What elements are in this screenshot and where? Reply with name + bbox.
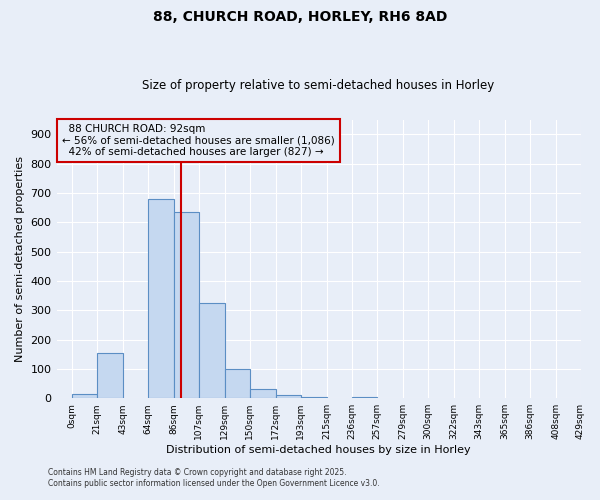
Text: 88, CHURCH ROAD, HORLEY, RH6 8AD: 88, CHURCH ROAD, HORLEY, RH6 8AD (153, 10, 447, 24)
Title: Size of property relative to semi-detached houses in Horley: Size of property relative to semi-detach… (142, 79, 494, 92)
Text: Contains HM Land Registry data © Crown copyright and database right 2025.
Contai: Contains HM Land Registry data © Crown c… (48, 468, 380, 487)
Bar (352, 396, 377, 398)
X-axis label: Distribution of semi-detached houses by size in Horley: Distribution of semi-detached houses by … (166, 445, 471, 455)
Bar (72, 394, 97, 398)
Bar (174, 212, 199, 398)
Bar (250, 390, 276, 398)
Text: 88 CHURCH ROAD: 92sqm
← 56% of semi-detached houses are smaller (1,086)
  42% of: 88 CHURCH ROAD: 92sqm ← 56% of semi-deta… (62, 124, 335, 157)
Bar (97, 352, 123, 398)
Bar (276, 396, 301, 398)
Bar (225, 369, 250, 398)
Bar (301, 396, 327, 398)
Bar (199, 303, 225, 398)
Y-axis label: Number of semi-detached properties: Number of semi-detached properties (15, 156, 25, 362)
Bar (148, 199, 174, 398)
